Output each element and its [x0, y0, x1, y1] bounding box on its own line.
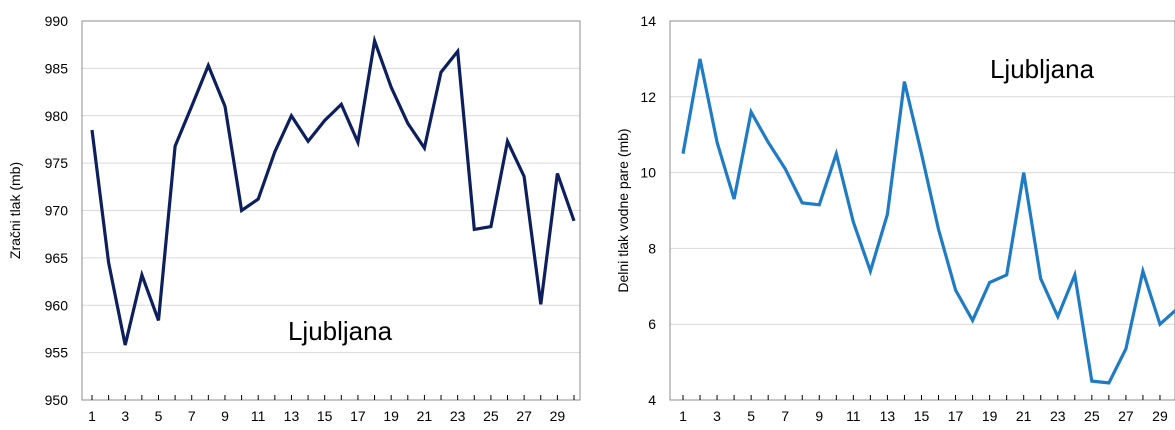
x-tick-label: 25 — [1084, 408, 1100, 424]
x-tick-label: 15 — [317, 408, 333, 424]
x-tick-label: 5 — [155, 408, 163, 424]
x-tick-label: 1 — [88, 408, 96, 424]
y-tick-label: 975 — [45, 155, 69, 171]
plot-area-border — [81, 20, 581, 401]
x-tick-label: 23 — [450, 408, 466, 424]
x-tick-label: 9 — [815, 408, 823, 424]
x-tick-label: 3 — [121, 408, 129, 424]
x-tick-label: 11 — [846, 408, 861, 424]
city-annotation: Ljubljana — [990, 54, 1095, 84]
pressure-series-line — [90, 34, 576, 346]
y-tick-label: 4 — [648, 392, 656, 408]
city-annotation: Ljubljana — [288, 316, 393, 346]
x-tick-label: 7 — [188, 408, 196, 424]
x-tick-label: 17 — [948, 408, 964, 424]
x-axis-ticks: 1 3 5 7 9 11 13 15 17 19 21 23 25 27 29 — [679, 395, 1168, 424]
x-tick-label: 27 — [1118, 408, 1134, 424]
x-tick-label: 21 — [417, 408, 433, 424]
x-tick-label: 11 — [251, 408, 266, 424]
y-axis-ticks: 4 6 8 10 12 14 — [640, 13, 656, 408]
x-tick-label: 5 — [747, 408, 755, 424]
y-axis-ticks: 950 955 960 965 970 975 980 985 990 — [45, 13, 69, 408]
gridlines — [670, 20, 1175, 401]
x-tick-label: 23 — [1050, 408, 1066, 424]
x-tick-label: 7 — [781, 408, 789, 424]
y-tick-label: 10 — [640, 165, 656, 181]
x-tick-label: 13 — [880, 408, 896, 424]
y-tick-label: 12 — [640, 89, 656, 105]
x-tick-label: 15 — [914, 408, 930, 424]
vapor-series-line — [681, 58, 1175, 385]
x-tick-label: 29 — [550, 408, 566, 424]
y-axis-label: Zračni tlak (mb) — [7, 162, 23, 259]
x-tick-label: 3 — [713, 408, 721, 424]
x-axis-ticks: 1 3 5 7 9 11 13 15 17 19 21 23 25 27 29 — [88, 395, 575, 424]
x-tick-label: 9 — [221, 408, 229, 424]
x-tick-label: 27 — [516, 408, 532, 424]
x-tick-label: 1 — [679, 408, 687, 424]
plot-area-border — [669, 20, 1175, 401]
y-tick-label: 980 — [45, 108, 69, 124]
y-tick-label: 955 — [45, 345, 69, 361]
x-tick-label: 13 — [284, 408, 300, 424]
x-tick-label: 19 — [982, 408, 998, 424]
y-tick-label: 960 — [45, 297, 69, 313]
x-tick-label: 21 — [1016, 408, 1032, 424]
y-tick-label: 965 — [45, 250, 69, 266]
y-tick-label: 8 — [648, 240, 656, 256]
y-tick-label: 985 — [45, 60, 69, 76]
x-tick-label: 17 — [350, 408, 366, 424]
y-tick-label: 6 — [648, 316, 656, 332]
y-tick-label: 14 — [640, 13, 656, 29]
y-tick-label: 950 — [45, 392, 69, 408]
y-tick-label: 970 — [45, 203, 69, 219]
y-tick-label: 990 — [45, 13, 69, 29]
y-axis-label: Delni tlak vodne pare (mb) — [615, 128, 631, 292]
x-tick-label: 19 — [383, 408, 399, 424]
x-tick-label: 25 — [483, 408, 499, 424]
x-tick-label: 29 — [1152, 408, 1168, 424]
